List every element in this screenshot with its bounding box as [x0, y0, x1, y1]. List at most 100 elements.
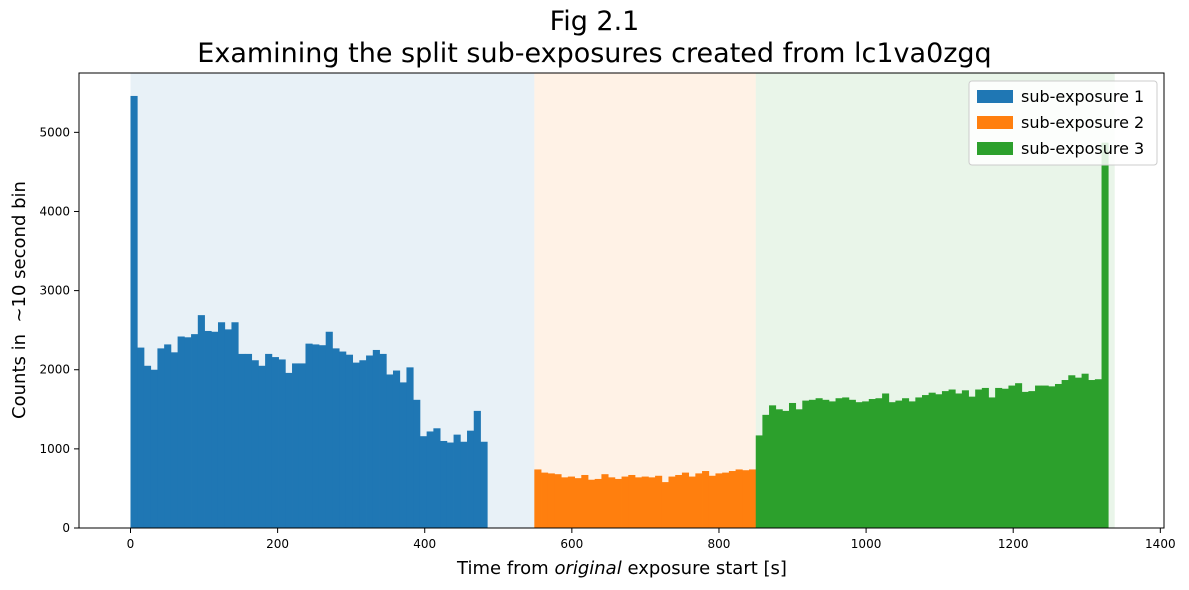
bar-s3-37 [995, 387, 1003, 528]
bar-s3-21 [888, 402, 896, 528]
bar-s3-34 [975, 389, 983, 528]
bar-s2-1 [534, 469, 542, 528]
bar-s1-14 [217, 322, 226, 528]
bar-s3-36 [988, 397, 996, 528]
y-tick-label: 2000 [39, 363, 70, 377]
bar-s2-26 [702, 471, 710, 528]
bar-s1-41 [399, 382, 407, 528]
bar-s1-52 [473, 410, 481, 528]
bar-s1-5 [157, 348, 165, 528]
bar-s2-14 [621, 476, 629, 528]
bar-s1-34 [352, 362, 360, 528]
bar-s1-18 [244, 353, 253, 528]
bar-s3-24 [908, 401, 916, 528]
bar-s3-48 [1068, 375, 1076, 528]
bar-s2-16 [634, 477, 643, 528]
bar-s3-47 [1061, 380, 1069, 528]
bar-s3-43 [1035, 385, 1043, 528]
bar-s2-9 [588, 479, 596, 528]
bar-s3-12 [828, 401, 836, 528]
bar-s1-13 [211, 331, 219, 528]
bar-s1-42 [406, 367, 414, 528]
bar-s1-7 [170, 352, 179, 528]
bar-s2-23 [681, 472, 690, 528]
bar-s2-11 [601, 474, 609, 528]
bar-s3-9 [808, 399, 816, 528]
bar-s3-7 [795, 409, 803, 528]
y-tick-label: 3000 [39, 284, 70, 298]
bar-s1-49 [453, 434, 461, 528]
bar-s2-4 [554, 474, 562, 528]
bar-s1-37 [372, 349, 380, 528]
bar-s3-53 [1101, 142, 1109, 529]
bar-s3-33 [968, 396, 976, 528]
bar-s2-12 [608, 477, 616, 528]
bar-s1-21 [265, 353, 273, 528]
legend: sub-exposure 1 sub-exposure 2 sub-exposure… [968, 80, 1158, 166]
bar-s1-38 [379, 353, 387, 528]
shaded-region-2 [534, 73, 756, 528]
bar-s2-6 [567, 476, 575, 528]
bar-s1-32 [339, 351, 347, 528]
bar-s3-19 [875, 398, 883, 528]
bar-s1-22 [271, 357, 279, 528]
bar-s3-51 [1088, 380, 1096, 528]
bar-s3-42 [1028, 391, 1036, 528]
bar-s1-48 [446, 442, 454, 528]
bar-s3-15 [848, 399, 856, 528]
bar-s1-45 [426, 431, 434, 528]
bar-s1-4 [150, 369, 158, 528]
bar-s1-35 [359, 360, 367, 528]
legend-swatch-1 [977, 90, 1013, 103]
histogram-bars [130, 95, 1109, 529]
bar-s2-31 [735, 469, 743, 528]
bar-s1-24 [285, 372, 293, 528]
bar-s3-6 [788, 402, 797, 528]
bar-s1-40 [392, 370, 401, 528]
bar-s3-44 [1041, 385, 1049, 528]
bar-s2-30 [728, 471, 736, 528]
bar-s3-50 [1081, 373, 1089, 528]
bar-s3-4 [775, 409, 783, 528]
bar-s1-1 [130, 95, 138, 529]
bar-s2-27 [708, 475, 716, 528]
bar-s1-44 [419, 436, 428, 528]
bar-s2-21 [668, 476, 676, 528]
bar-s1-12 [204, 330, 212, 528]
bar-s3-20 [882, 393, 890, 528]
bar-s3-49 [1074, 377, 1082, 528]
bar-s1-23 [278, 359, 286, 528]
x-axis-label-suffix: exposure start [s] [622, 558, 787, 579]
x-tick-label: 400 [413, 537, 436, 551]
bar-s3-35 [981, 387, 989, 528]
bar-s1-15 [224, 329, 232, 528]
x-tick-label: 0 [127, 537, 135, 551]
bar-s2-15 [628, 474, 636, 528]
bar-s3-41 [1021, 391, 1029, 528]
bar-s3-18 [868, 399, 876, 528]
x-axis-label-prefix: Time from [456, 558, 554, 579]
bar-s3-22 [895, 400, 903, 528]
x-tick-label: 600 [560, 537, 583, 551]
bar-s2-19 [655, 475, 663, 528]
bar-s1-50 [460, 441, 468, 528]
bar-s3-52 [1094, 379, 1102, 528]
bar-s2-3 [547, 473, 555, 528]
bar-s1-29 [318, 345, 327, 528]
bar-s3-32 [961, 390, 969, 528]
bar-s2-8 [581, 474, 589, 528]
bar-s2-10 [594, 478, 602, 528]
bar-s1-6 [164, 344, 172, 528]
bar-s2-22 [675, 474, 683, 528]
bar-s1-39 [386, 374, 394, 528]
y-tick-label: 0 [62, 521, 70, 535]
bar-s2-18 [648, 477, 656, 528]
legend-label-2: sub-exposure 2 [1021, 113, 1144, 132]
bar-s3-11 [822, 399, 830, 528]
bar-s1-33 [345, 354, 354, 528]
bar-s1-51 [467, 430, 475, 528]
bar-s3-31 [955, 393, 963, 528]
bar-s1-16 [231, 322, 239, 528]
